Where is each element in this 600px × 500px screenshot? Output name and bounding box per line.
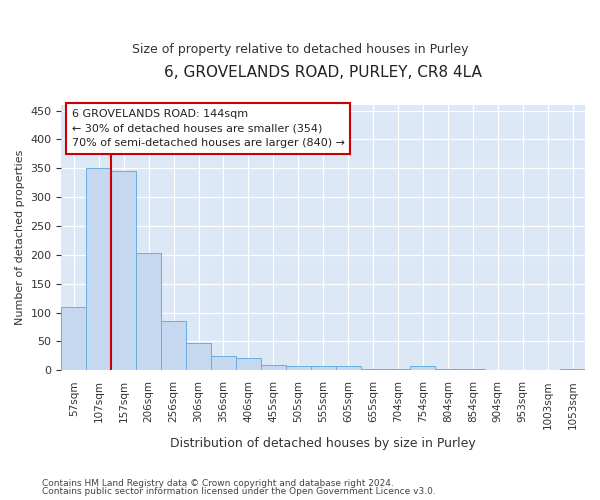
Bar — [560, 368, 585, 370]
Bar — [136, 253, 161, 370]
Bar — [186, 343, 211, 370]
Bar — [386, 369, 410, 370]
Bar — [361, 369, 386, 370]
Bar — [61, 307, 86, 370]
Text: 6 GROVELANDS ROAD: 144sqm
← 30% of detached houses are smaller (354)
70% of semi: 6 GROVELANDS ROAD: 144sqm ← 30% of detac… — [72, 109, 345, 148]
Bar — [410, 366, 436, 370]
Text: Contains HM Land Registry data © Crown copyright and database right 2024.: Contains HM Land Registry data © Crown c… — [42, 478, 394, 488]
Bar — [236, 358, 261, 370]
Bar — [86, 168, 111, 370]
Bar — [261, 364, 286, 370]
Bar — [460, 368, 485, 370]
Bar — [286, 366, 311, 370]
Text: Contains public sector information licensed under the Open Government Licence v3: Contains public sector information licen… — [42, 487, 436, 496]
Title: 6, GROVELANDS ROAD, PURLEY, CR8 4LA: 6, GROVELANDS ROAD, PURLEY, CR8 4LA — [164, 65, 482, 80]
Bar — [161, 322, 186, 370]
Text: Size of property relative to detached houses in Purley: Size of property relative to detached ho… — [132, 42, 468, 56]
Bar — [211, 356, 236, 370]
Bar — [311, 366, 335, 370]
Bar — [111, 171, 136, 370]
X-axis label: Distribution of detached houses by size in Purley: Distribution of detached houses by size … — [170, 437, 476, 450]
Y-axis label: Number of detached properties: Number of detached properties — [15, 150, 25, 325]
Bar — [436, 369, 460, 370]
Bar — [335, 366, 361, 370]
